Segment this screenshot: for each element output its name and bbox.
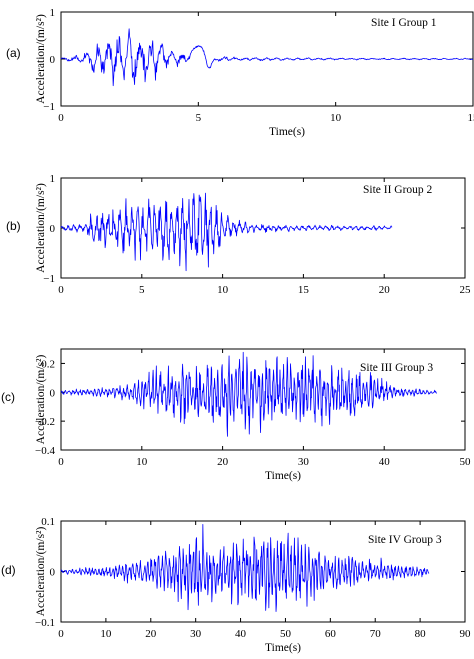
y-axis-label: Acceleration/(m/s²) (35, 527, 47, 617)
panel-label: (d) (1, 563, 16, 577)
x-axis-label: Time(s) (265, 642, 301, 654)
panel-label: (c) (1, 390, 15, 404)
x-tick-label: 70 (370, 628, 382, 640)
x-tick-label: 5 (139, 284, 145, 296)
y-tick-label: −0.2 (35, 416, 55, 428)
x-tick-label: 15 (298, 284, 310, 296)
x-tick-label: 10 (100, 628, 112, 640)
panel-1: 051015−101Acceleration/(m/s²)Time(s)Site… (6, 7, 474, 138)
x-tick-label: 80 (415, 628, 427, 640)
acceleration-series (60, 351, 437, 437)
x-tick-label: 60 (325, 628, 337, 640)
panel-4: 0 10 20 30 40 50 60 70 80 90−0.100.1Acceleration/… (1, 516, 471, 654)
x-tick-label: 10 (217, 284, 229, 296)
acceleration-series (60, 192, 393, 272)
x-axis-label: Time(s) (265, 470, 301, 482)
x-tick-label: 10 (330, 112, 342, 124)
x-tick-label: 0 (58, 112, 64, 124)
x-tick-label: 50 (280, 628, 292, 640)
x-tick-label: 40 (379, 456, 391, 468)
x-tick-label: 25 (460, 284, 472, 296)
panel-label: (a) (6, 46, 21, 60)
y-axis-label: Acceleration/(m/s²) (35, 14, 47, 104)
x-tick-label: 30 (298, 456, 310, 468)
x-tick-label: 90 (460, 628, 472, 640)
y-axis-label: Acceleration/(m/s²) (35, 183, 47, 273)
y-tick-label: 0 (50, 223, 56, 235)
x-axis-label: Time(s) (269, 126, 305, 138)
panel-title: Site I Group 1 (371, 17, 437, 29)
acceleration-series (60, 524, 430, 612)
y-tick-label: −0.4 (35, 445, 55, 457)
y-tick-label: 0 (50, 387, 56, 399)
x-tick-label: 0 (58, 284, 64, 296)
panel-title: Site II Group 2 (363, 184, 433, 196)
panel-title: Site IV Group 3 (368, 534, 442, 546)
x-tick-label: 20 (145, 628, 157, 640)
x-tick-label: 0 (58, 456, 64, 468)
x-tick-label: 15 (468, 112, 474, 124)
panel-title: Site III Group 3 (360, 362, 433, 374)
x-tick-label: 5 (196, 112, 202, 124)
x-tick-label: 50 (460, 456, 472, 468)
panel-3: 0 10 20 30 40 50 −0.4 −0.2 0 0.2Acceleration/(m/s… (1, 348, 472, 482)
y-tick-label: 1 (50, 7, 56, 19)
y-tick-label: −0.1 (35, 617, 55, 629)
x-tick-label: 0 (58, 628, 64, 640)
y-tick-label: 0 (50, 54, 56, 66)
y-tick-label: 0.2 (41, 358, 55, 370)
y-tick-label: 0 (50, 567, 56, 579)
x-tick-label: 30 (190, 628, 202, 640)
acceleration-series (60, 28, 474, 87)
plot-frame (60, 348, 466, 451)
y-axis-label: Acceleration/(m/s²) (35, 355, 47, 445)
y-tick-label: −1 (43, 273, 55, 285)
y-tick-label: 1 (50, 173, 56, 185)
x-tick-label: 20 (379, 284, 391, 296)
x-tick-label: 10 (136, 456, 148, 468)
y-tick-label: 0.1 (41, 516, 55, 528)
y-tick-label: −1 (43, 101, 55, 113)
x-tick-label: 20 (217, 456, 229, 468)
x-tick-label: 40 (235, 628, 247, 640)
panel-label: (b) (6, 219, 21, 233)
